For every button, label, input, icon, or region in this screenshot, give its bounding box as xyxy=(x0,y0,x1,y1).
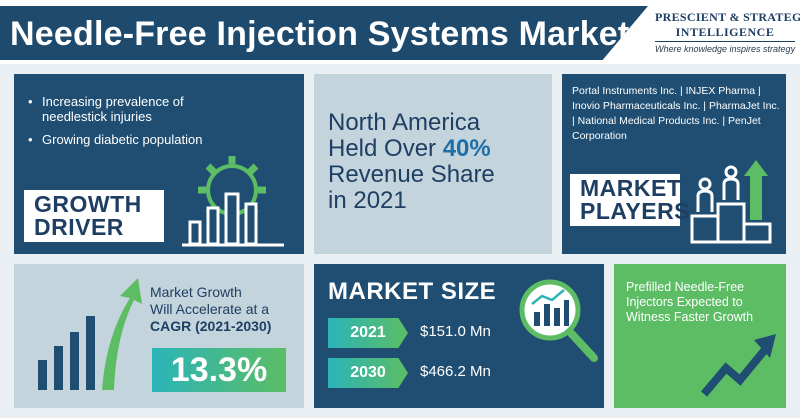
cagr-value: 13.3% xyxy=(152,348,286,392)
label-line: MARKET xyxy=(580,175,682,201)
stat-line: Held Over 40% xyxy=(328,136,543,162)
stat-line: in 2021 xyxy=(328,187,407,214)
label-line: GROWTH xyxy=(34,191,142,217)
cagr-line: Market Growth xyxy=(150,284,242,300)
cagr-line: Will Accelerate at a xyxy=(150,301,270,317)
cagr-period: CAGR (2021-2030) xyxy=(150,318,272,334)
list-item: Growing diabetic population xyxy=(28,132,238,147)
prefilled-injectors-panel: Prefilled Needle-Free Injectors Expected… xyxy=(614,264,786,408)
stat-line: North America xyxy=(328,109,481,136)
brand-name-line1: PRESCIENT & STRATEGIC xyxy=(655,10,800,24)
growth-driver-label: GROWTH DRIVER xyxy=(24,190,164,242)
company-list: Portal Instruments Inc. | INJEX Pharma |… xyxy=(572,85,780,142)
market-players-panel: Portal Instruments Inc. | INJEX Pharma |… xyxy=(562,74,786,254)
market-size-value-2030: $466.2 Mn xyxy=(420,363,491,380)
page-title: Needle-Free Injection Systems Market xyxy=(10,15,630,53)
market-players-label: MARKET PLAYERS xyxy=(570,174,691,226)
growth-driver-list: Increasing prevalence of needlestick inj… xyxy=(28,94,238,155)
label-line: PLAYERS xyxy=(580,198,691,224)
brand-logo: PRESCIENT & STRATEGIC INTELLIGENCE Where… xyxy=(655,10,800,54)
title-banner: Needle-Free Injection Systems Market xyxy=(0,6,648,60)
brand-tagline: Where knowledge inspires strategy xyxy=(655,44,796,54)
magnifier-chart-icon xyxy=(519,279,598,362)
gear-chart-icon xyxy=(182,156,284,247)
stat-text: Held Over xyxy=(328,135,443,162)
north-america-stat: North America Held Over 40% Revenue Shar… xyxy=(328,110,543,214)
revenue-share-percent: 40% xyxy=(442,135,491,162)
cagr-panel: Market Growth Will Accelerate at a CAGR … xyxy=(14,264,304,408)
year-badge-2021: 2021 xyxy=(328,318,408,348)
brand-name-line2: INTELLIGENCE xyxy=(655,25,795,42)
label-line: DRIVER xyxy=(34,214,124,240)
cagr-description: Market Growth Will Accelerate at a CAGR … xyxy=(150,284,300,335)
market-size-value-2021: $151.0 Mn xyxy=(420,323,491,340)
header: Needle-Free Injection Systems Market PRE… xyxy=(0,0,800,64)
market-size-panel: MARKET SIZE 2021 $151.0 Mn 2030 $466.2 M… xyxy=(314,264,604,408)
stat-line: Revenue Share xyxy=(328,161,495,188)
list-item: Increasing prevalence of needlestick inj… xyxy=(28,94,238,124)
year-badge-2030: 2030 xyxy=(328,358,408,388)
prefilled-injectors-text: Prefilled Needle-Free Injectors Expected… xyxy=(626,280,754,324)
growth-driver-panel: Increasing prevalence of needlestick inj… xyxy=(14,74,304,254)
market-size-title: MARKET SIZE xyxy=(328,278,497,305)
podium-people-icon xyxy=(690,160,772,244)
north-america-panel: North America Held Over 40% Revenue Shar… xyxy=(314,74,552,254)
growth-arrow-chart-icon xyxy=(38,278,142,390)
trend-arrow-icon xyxy=(700,334,776,397)
